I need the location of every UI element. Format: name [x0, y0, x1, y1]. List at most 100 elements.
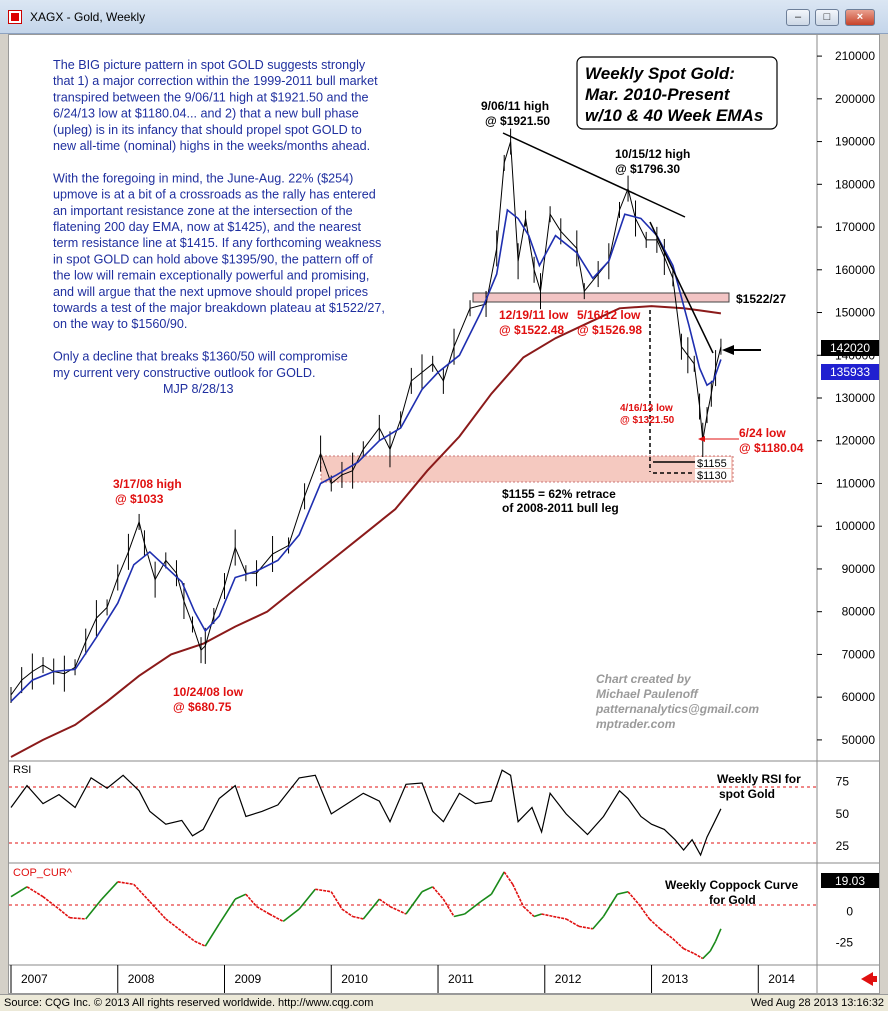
annot-512-l1: 5/16/12 low	[577, 308, 641, 322]
year-tick-label: 2011	[448, 972, 474, 986]
annot-1211-l1: 12/19/11 low	[499, 308, 569, 322]
restore-button[interactable]: □	[815, 9, 839, 26]
price-bars	[10, 128, 722, 704]
commentary-line: and will argue that the next upmove shou…	[53, 285, 368, 299]
coppock-segment	[218, 898, 236, 925]
minimize-button[interactable]: –	[786, 9, 810, 26]
coppock-segment	[85, 898, 103, 920]
coppock-segment	[405, 891, 423, 915]
rsi-tick-label: 25	[836, 839, 850, 853]
price-tick-label: 180000	[835, 177, 875, 191]
annot-413-l2: @ $1321.50	[620, 415, 675, 426]
coppock-segment	[617, 890, 629, 895]
plot-background	[9, 35, 817, 993]
coppock-segment	[453, 913, 465, 918]
price-tick-label: 90000	[842, 562, 876, 576]
rsi-tick-label: 50	[836, 807, 850, 821]
annot-512-l2: @ $1526.98	[577, 323, 642, 337]
scroll-left-icon[interactable]	[861, 972, 873, 986]
downtrend-line-minor	[649, 221, 714, 354]
downtrend-line-major	[502, 132, 686, 218]
commentary-line: With the foregoing in mind, the June-Aug…	[53, 171, 353, 185]
year-tick-label: 2009	[235, 972, 262, 986]
coppock-segment	[165, 918, 183, 932]
retrace-l1: $1155 = 62% retrace	[502, 487, 616, 501]
credit-l3: patternanalytics@gmail.com	[595, 702, 759, 716]
rsi-panel-label: RSI	[13, 764, 31, 776]
retrace-l2: of 2008-2011 bull leg	[502, 501, 619, 515]
title-line-2: Mar. 2010-Present	[585, 85, 731, 104]
title-line-1: Weekly Spot Gold:	[585, 64, 735, 83]
coppock-segment	[330, 891, 343, 910]
annot-1008-l1: 10/24/08 low	[173, 685, 244, 699]
price-tick-label: 70000	[842, 647, 876, 661]
chart-frame: 50000 60000 70000 80000 90000 100000 110000 120…	[8, 34, 880, 994]
annot-1008-l2: @ $680.75	[173, 700, 232, 714]
coppock-segment	[533, 913, 542, 918]
commentary-line: Only a decline that breaks $1360/50 will…	[53, 350, 348, 364]
label-1155-bg	[695, 457, 731, 468]
coppock-segment	[234, 893, 247, 900]
commentary-signature: MJP 8/28/13	[163, 382, 233, 396]
coppock-panel-label: COP_CUR^	[13, 867, 73, 879]
coppock-segment	[352, 915, 364, 920]
price-tick-label: 120000	[835, 434, 875, 448]
coppock-segment	[341, 908, 354, 918]
year-tick-label: 2010	[341, 972, 368, 986]
commentary-text: The BIG picture pattern in spot GOLD sug…	[53, 58, 385, 396]
price-tick-label: 80000	[842, 605, 876, 619]
commentary-line: on the way to $1560/90.	[53, 317, 187, 331]
year-tick-label: 2007	[21, 972, 48, 986]
close-button[interactable]: ×	[845, 9, 875, 26]
status-bar: Source: CQG Inc. © 2013 All rights reser…	[0, 994, 888, 1011]
commentary-line: flatening 200 day EMA, now at $1425), an…	[53, 220, 362, 234]
commentary-line: upmove is at a bit of a crossroads as th…	[53, 188, 376, 202]
coppock-segment	[389, 905, 407, 915]
coppock-segment	[659, 928, 674, 940]
credit-l4: mptrader.com	[596, 717, 676, 731]
year-tick-label: 2013	[662, 972, 689, 986]
coppock-segment	[648, 918, 661, 930]
coppock-segment	[578, 925, 593, 930]
coppock-segment	[464, 900, 482, 915]
annot-1211-l2: @ $1522.48	[499, 323, 564, 337]
commentary-line: towards a test of the major breakdown pl…	[53, 301, 385, 315]
annot-911-l1: 9/06/11 high	[481, 99, 549, 113]
ema10-line	[10, 208, 722, 702]
label-1155: $1155	[697, 458, 727, 470]
coppock-segment	[245, 893, 258, 908]
coppock-segment	[421, 886, 434, 893]
plateau-label: $1522/27	[736, 292, 786, 306]
coppock-segment	[503, 871, 514, 885]
plateau-zone	[472, 292, 730, 303]
rsi-tick-label: 75	[836, 775, 850, 789]
coppock-segment	[26, 886, 44, 898]
scroll-left-icon-tail[interactable]	[871, 976, 877, 982]
commentary-line: term resistance line at $1415. If any fo…	[53, 236, 381, 250]
coppock-segment	[522, 905, 535, 918]
price-tick-label: 190000	[835, 135, 875, 149]
ema-price-tag	[821, 364, 879, 380]
price-annotations: 9/06/11 high @ $1921.50 10/15/12 high @ …	[113, 99, 804, 714]
time-axis-ticks: 2007 2008 2009 2010 2011 2012 2013 2014	[10, 965, 795, 993]
coppock-segment	[702, 950, 711, 960]
coppock-segment	[58, 908, 71, 919]
title-box	[576, 56, 778, 130]
rsi-note-l1: Weekly RSI for	[717, 772, 801, 786]
year-tick-label: 2008	[128, 972, 155, 986]
coppock-segment	[693, 952, 704, 960]
cop-note-l1: Weekly Coppock Curve	[665, 878, 798, 892]
coppock-segment	[194, 940, 206, 947]
price-tick-label: 200000	[835, 92, 875, 106]
credit-l1: Chart created by	[596, 672, 692, 686]
coppock-segment	[490, 871, 505, 895]
commentary-line: transpired between the 9/06/11 high at $…	[53, 90, 369, 104]
coppock-segment	[268, 913, 284, 923]
coppock-value-text: 19.03	[835, 874, 865, 888]
commentary-line: 6/24/13 low at $1180.04... and 2) that a…	[53, 107, 359, 121]
arrow-head	[722, 345, 734, 355]
annot-1012-l1: 10/15/12 high	[615, 147, 690, 161]
last-price-tag	[821, 340, 879, 356]
coppock-segment	[627, 891, 640, 905]
coppock-segment	[69, 916, 86, 920]
